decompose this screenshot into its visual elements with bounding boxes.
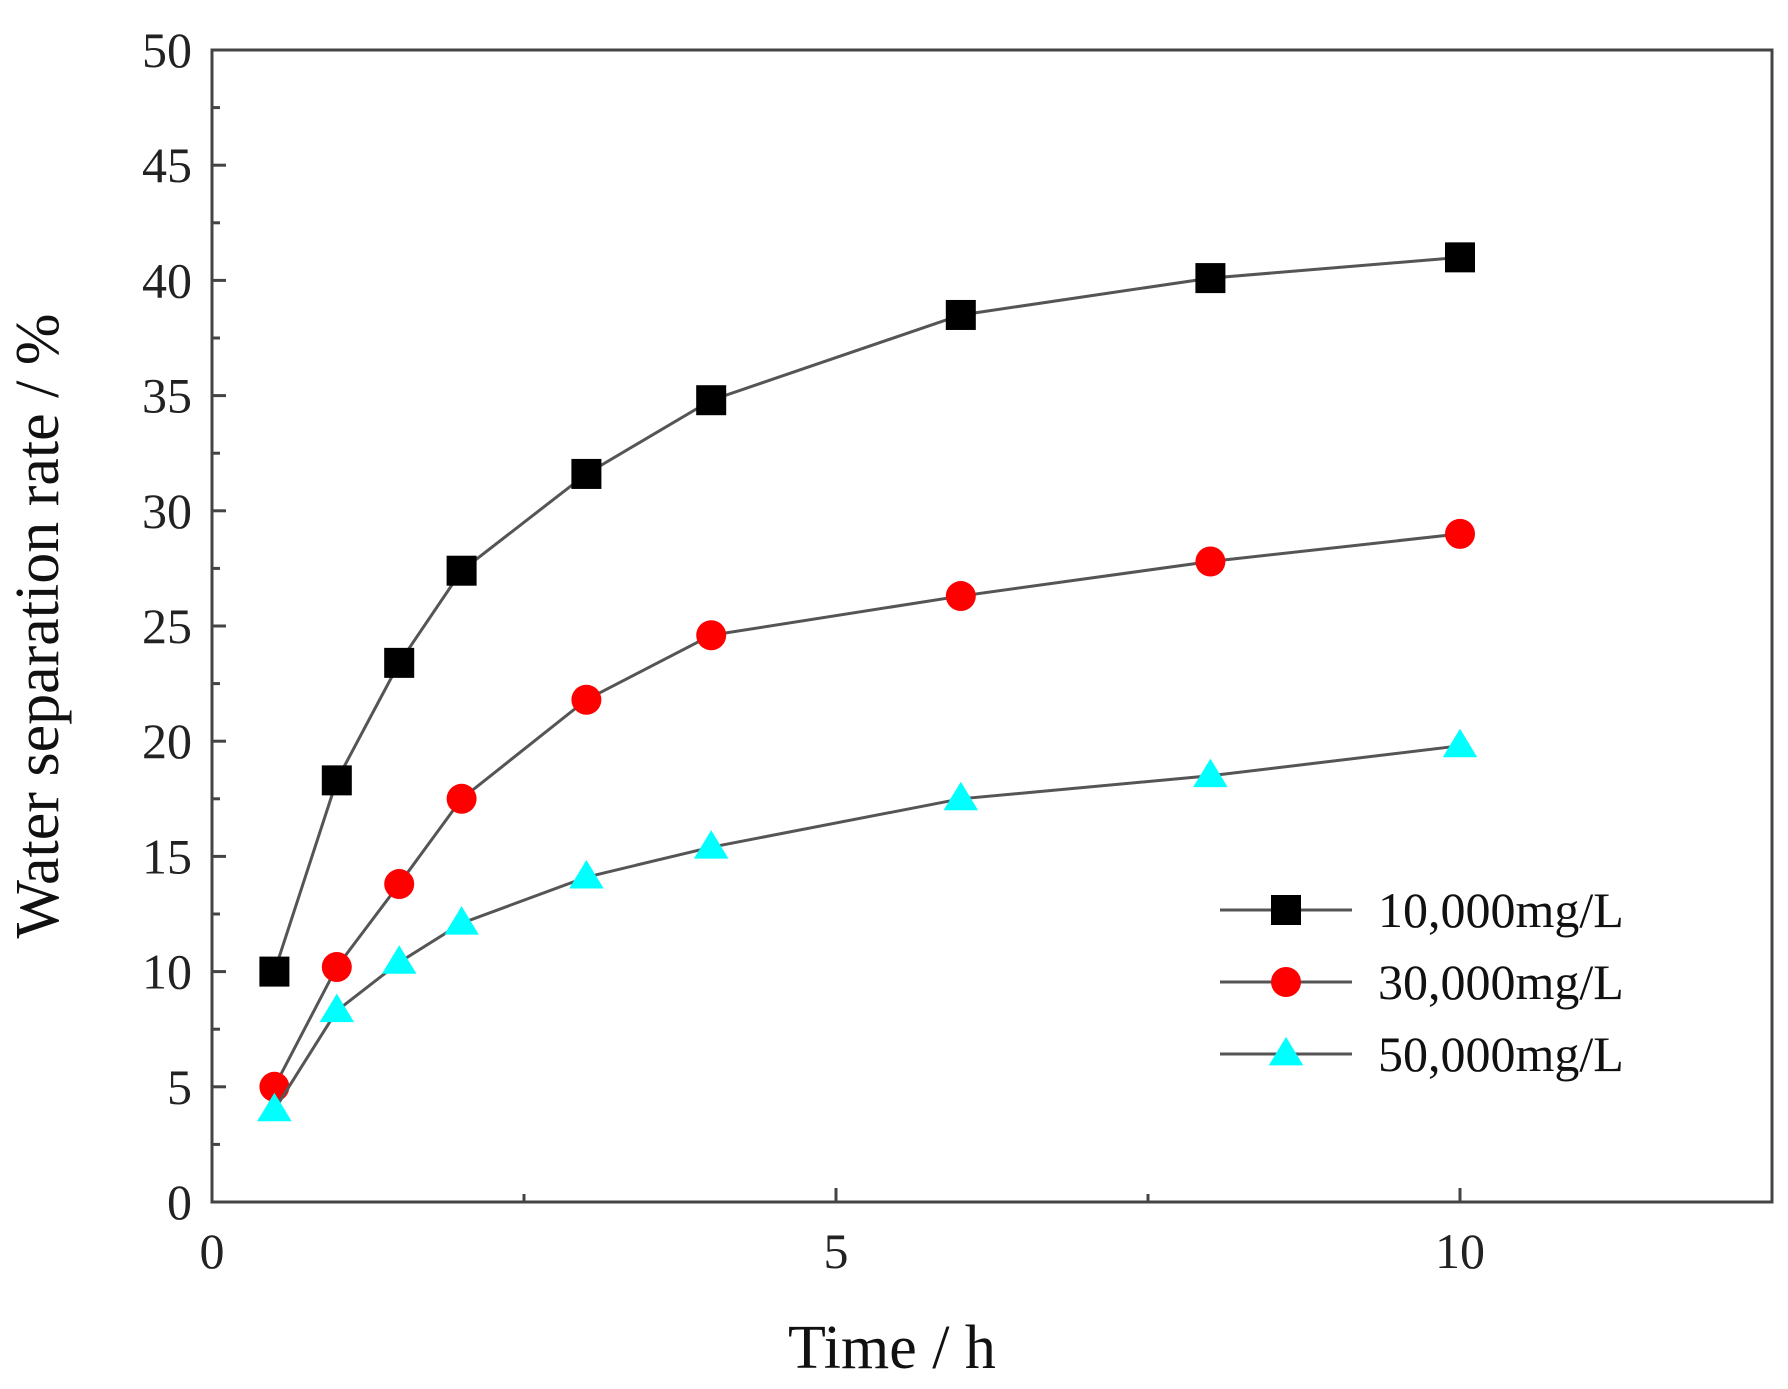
x-tick-label: 10	[1435, 1223, 1485, 1279]
series-line	[272, 255, 1461, 973]
data-point	[384, 647, 415, 678]
y-tick-label: 45	[142, 137, 192, 193]
data-point	[1193, 758, 1228, 788]
data-point	[569, 860, 604, 889]
legend-label: 10,000mg/L	[1378, 882, 1624, 938]
data-point	[1195, 263, 1226, 294]
data-point	[321, 765, 352, 796]
y-tick-label: 25	[142, 598, 192, 654]
data-point	[446, 555, 477, 586]
y-axis: 0 5 10 15 20 25 30 35 40 45 50	[142, 22, 226, 1230]
y-tick-label: 35	[142, 368, 192, 424]
legend-marker	[1271, 967, 1301, 997]
y-tick-label: 0	[167, 1174, 192, 1230]
y-axis-title: Water separation rate / %	[4, 313, 72, 938]
x-axis-title: Time / h	[788, 1314, 996, 1382]
data-point	[1442, 728, 1478, 758]
y-tick-label: 30	[142, 483, 192, 539]
y-tick-label: 50	[142, 22, 192, 78]
y-tick-label: 15	[142, 828, 192, 884]
series-1	[259, 518, 1475, 1102]
y-tick-label: 10	[142, 944, 192, 1000]
legend-item: 10,000mg/L	[1220, 882, 1624, 938]
data-point	[1445, 518, 1475, 549]
data-point	[257, 1092, 292, 1122]
y-tick-label: 20	[142, 713, 192, 769]
legend-marker	[1268, 1036, 1304, 1066]
data-point	[319, 993, 355, 1023]
y-tick-label: 40	[142, 252, 192, 308]
x-axis: 0 5 10	[200, 1188, 1485, 1279]
y-tick-label: 5	[167, 1059, 192, 1115]
data-point	[945, 581, 976, 612]
data-point	[571, 458, 602, 489]
legend: 10,000mg/L 30,000mg/L 50,000mg/L	[1220, 882, 1624, 1082]
legend-label: 50,000mg/L	[1378, 1026, 1624, 1082]
legend-marker	[1271, 895, 1301, 925]
series-0	[259, 242, 1475, 987]
data-point	[446, 783, 477, 814]
series-2	[257, 728, 1478, 1122]
data-point	[693, 830, 729, 859]
x-tick-label: 0	[200, 1223, 225, 1279]
data-point	[696, 385, 727, 416]
data-point	[945, 299, 976, 330]
data-point	[444, 906, 479, 935]
data-point	[696, 620, 727, 651]
legend-item: 50,000mg/L	[1220, 1026, 1624, 1082]
data-point	[259, 1071, 290, 1102]
data-point	[381, 945, 417, 974]
series-layer	[257, 242, 1478, 1122]
data-point	[1445, 242, 1475, 273]
legend-label: 30,000mg/L	[1378, 954, 1624, 1010]
x-tick-label: 5	[824, 1223, 849, 1279]
data-point	[259, 956, 290, 987]
legend-item: 30,000mg/L	[1220, 954, 1624, 1010]
data-point	[321, 951, 352, 982]
data-point	[384, 869, 415, 900]
data-point	[1195, 546, 1226, 577]
data-point	[943, 781, 979, 811]
data-point	[571, 684, 602, 715]
